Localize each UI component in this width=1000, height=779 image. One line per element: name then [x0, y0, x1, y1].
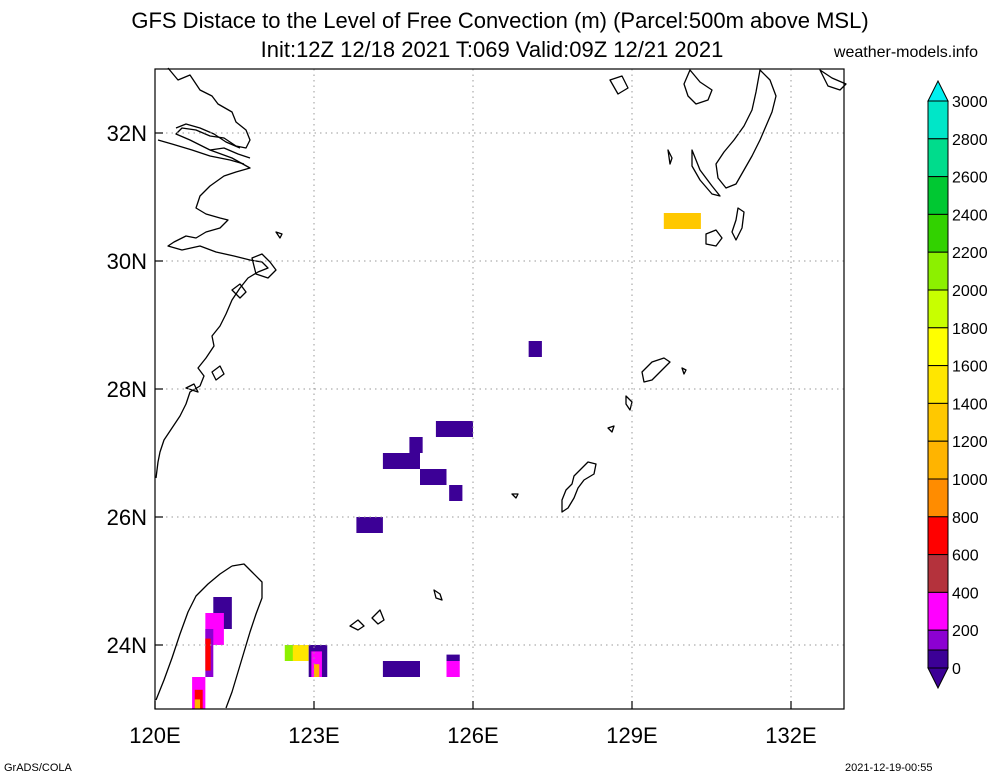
- colorbar-label: 1600: [952, 359, 988, 376]
- colorbar-label: 2400: [952, 207, 988, 224]
- colorbar-label: 2600: [952, 170, 988, 187]
- colorbar: 0 200 400 600 800 1000 1200 1400 1600 1800 2000 220…: [927, 79, 988, 690]
- lat-tick-label: 24N: [107, 633, 147, 658]
- colorbar-segment: [927, 176, 949, 215]
- site-credit: weather-models.info: [833, 44, 978, 61]
- field-patch: [194, 699, 201, 709]
- lat-tick-label: 32N: [107, 121, 147, 146]
- field-patch: [382, 661, 420, 677]
- colorbar-segment: [927, 649, 949, 669]
- colorbar-label: 1200: [952, 434, 988, 451]
- colorbar-segment: [927, 402, 949, 442]
- graticule-layer: [154, 69, 844, 709]
- lon-tick-label: 123E: [288, 723, 339, 748]
- colorbar-top-arrow: [927, 79, 949, 102]
- colorbar-segment: [927, 554, 949, 593]
- field-patch: [314, 664, 320, 677]
- colorbar-segment: [927, 138, 949, 178]
- field-patch: [446, 661, 460, 677]
- tokunoshima: [607, 395, 633, 433]
- footer-software: GrADS/COLA: [4, 762, 72, 774]
- colorbar-label: 2800: [952, 132, 988, 149]
- japan-kyushu: [609, 69, 847, 197]
- colorbar-segment: [927, 591, 949, 631]
- colorbar-segment: [927, 516, 949, 556]
- colorbar-label: 2200: [952, 245, 988, 262]
- amami-oshima: [641, 357, 687, 383]
- map-subtitle: Init:12Z 12/18 2021 T:069 Valid:09Z 12/2…: [260, 37, 724, 62]
- colorbar-segment: [927, 251, 949, 291]
- field-patch: [409, 437, 423, 453]
- colorbar-segment: [927, 478, 949, 518]
- field-patch: [663, 213, 701, 229]
- colorbar-label: 3000: [952, 94, 988, 111]
- colorbar-label: 1000: [952, 472, 988, 489]
- tanegashima-yakushima: [705, 207, 745, 247]
- colorbar-segment: [927, 289, 949, 329]
- colorbar-label: 400: [952, 585, 979, 602]
- lon-tick-label: 126E: [447, 723, 498, 748]
- lon-tick-label: 120E: [129, 723, 180, 748]
- field-patch: [528, 341, 542, 357]
- field-patch: [205, 638, 211, 671]
- field-patch: [449, 485, 463, 501]
- colorbar-segment: [927, 365, 949, 404]
- map-title: GFS Distace to the Level of Free Convect…: [131, 8, 869, 33]
- colorbar-segment: [927, 440, 949, 480]
- field-patch: [382, 453, 420, 469]
- china-coast: [155, 67, 269, 479]
- lat-tick-label: 26N: [107, 505, 147, 530]
- colorbar-label: 200: [952, 623, 979, 640]
- map-frame: [154, 68, 845, 710]
- lon-tick-label: 132E: [765, 723, 816, 748]
- okinawa: [511, 461, 597, 513]
- field-patch: [435, 421, 473, 437]
- lfc-field-layer: [192, 213, 701, 709]
- colorbar-label: 0: [952, 661, 961, 678]
- colorbar-label: 600: [952, 548, 979, 565]
- axis-tick-layer: 120E 123E 126E 129E 132E 24N 26N 28N 30N 32N: [107, 121, 817, 748]
- field-patch: [284, 645, 293, 661]
- taiwan-coast: [155, 563, 263, 709]
- colorbar-label: 800: [952, 510, 979, 527]
- lat-tick-label: 30N: [107, 249, 147, 274]
- colorbar-segment: [927, 100, 949, 140]
- footer-timestamp: 2021-12-19-00:55: [845, 762, 933, 774]
- colorbar-segment: [927, 213, 949, 253]
- field-patch: [356, 517, 383, 533]
- miyako-yaeyama: [349, 589, 443, 631]
- colorbar-bottom-arrow: [927, 667, 949, 690]
- lon-tick-label: 129E: [606, 723, 657, 748]
- yangtze-estuary: [157, 123, 251, 165]
- colorbar-label: 1400: [952, 396, 988, 413]
- colorbar-label: 2000: [952, 283, 988, 300]
- colorbar-segment: [927, 327, 949, 367]
- colorbar-label: 1800: [952, 321, 988, 338]
- lat-tick-label: 28N: [107, 377, 147, 402]
- coastal-islands: [185, 231, 283, 393]
- field-patch: [446, 654, 460, 661]
- coastline-layer: [155, 67, 847, 709]
- field-patch: [420, 469, 447, 485]
